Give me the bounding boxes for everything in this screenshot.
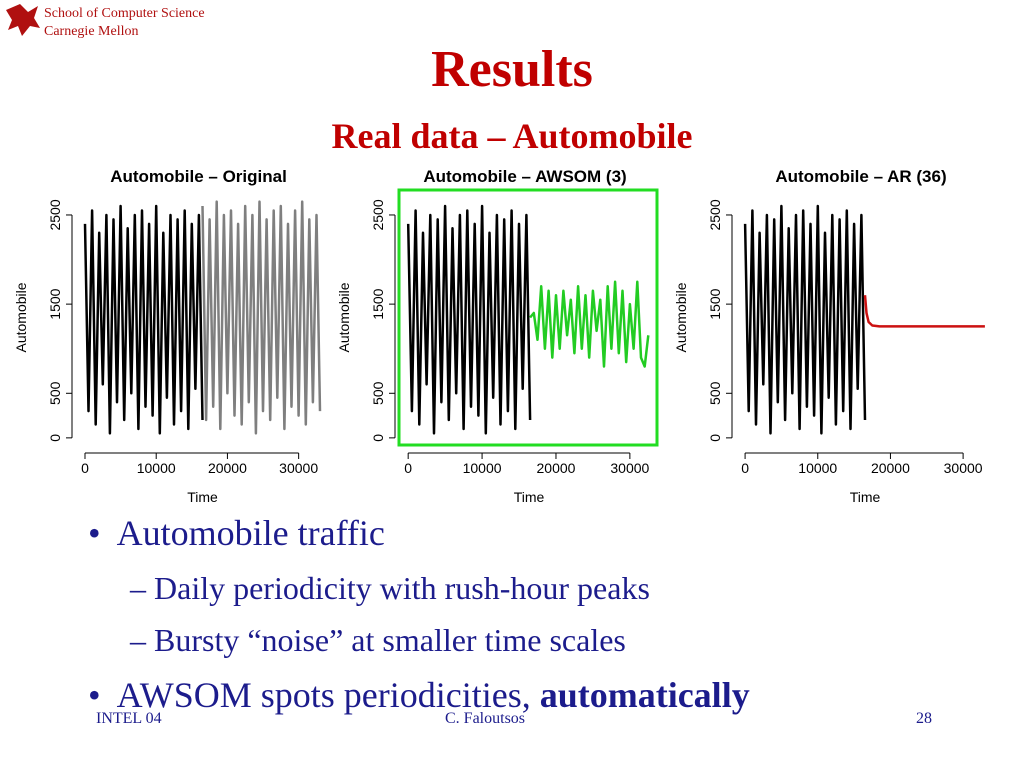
x-tick-label: 10000	[798, 460, 837, 476]
sub-bullet-text: Bursty “noise” at smaller time scales	[154, 622, 626, 658]
bullet-bold: automatically	[539, 675, 750, 715]
series-line	[743, 204, 867, 435]
x-tick-label: 20000	[208, 460, 247, 476]
x-tick-label: 0	[741, 460, 749, 476]
y-tick-label: 0	[370, 434, 386, 442]
chart-title: Automobile – AR (36)	[775, 167, 946, 186]
x-axis-label: Time	[187, 489, 218, 505]
x-axis-label: Time	[850, 489, 881, 505]
y-tick-label: 500	[370, 381, 386, 405]
y-tick-label: 500	[707, 381, 723, 405]
page-number: 28	[916, 710, 932, 727]
chart-title: Automobile – Original	[110, 167, 287, 186]
plot-frame	[397, 188, 659, 447]
x-tick-label: 0	[81, 460, 89, 476]
series-line	[529, 280, 650, 368]
y-tick-label: 1500	[47, 288, 63, 319]
x-tick-label: 20000	[537, 460, 576, 476]
y-tick-label: 2500	[370, 199, 386, 230]
sub-bullet-text: Daily periodicity with rush-hour peaks	[154, 570, 650, 606]
university: Carnegie Mellon	[44, 24, 139, 39]
y-tick-label: 0	[47, 434, 63, 442]
slide-title: Results	[431, 41, 593, 98]
slide-subtitle: Real data – Automobile	[331, 116, 693, 156]
y-tick-label: 0	[707, 434, 723, 442]
y-tick-label: 1500	[370, 288, 386, 319]
logo	[6, 4, 40, 36]
x-tick-label: 10000	[463, 460, 502, 476]
footer-center: C. Faloutsos	[445, 710, 526, 727]
series-line	[863, 295, 985, 328]
x-tick-label: 30000	[610, 460, 649, 476]
series-line	[83, 204, 204, 435]
bullet-text: AWSOM spots periodicities,	[116, 675, 531, 715]
x-tick-label: 30000	[944, 460, 983, 476]
x-tick-label: 0	[404, 460, 412, 476]
y-tick-label: 2500	[47, 199, 63, 230]
bullet: • AWSOM spots periodicities, automatical…	[88, 675, 750, 715]
sub-bullet: – Bursty “noise” at smaller time scales	[130, 622, 626, 658]
footer-left: INTEL 04	[96, 710, 162, 727]
x-axis-label: Time	[514, 489, 545, 505]
y-axis-label: Automobile	[336, 282, 352, 352]
x-tick-label: 20000	[871, 460, 910, 476]
x-tick-label: 30000	[279, 460, 318, 476]
sub-bullet: – Daily periodicity with rush-hour peaks	[130, 570, 650, 606]
y-tick-label: 2500	[707, 199, 723, 230]
series-line	[201, 200, 322, 435]
x-tick-label: 10000	[137, 460, 176, 476]
y-axis-label: Automobile	[13, 282, 29, 352]
y-tick-label: 1500	[707, 288, 723, 319]
bullet: • Automobile traffic	[88, 513, 385, 553]
chart-title: Automobile – AWSOM (3)	[423, 167, 626, 186]
bullet-text: Automobile traffic	[116, 513, 385, 553]
series-line	[406, 204, 532, 435]
y-axis-label: Automobile	[673, 282, 689, 352]
y-tick-label: 500	[47, 381, 63, 405]
school: School of Computer Science	[44, 6, 205, 21]
